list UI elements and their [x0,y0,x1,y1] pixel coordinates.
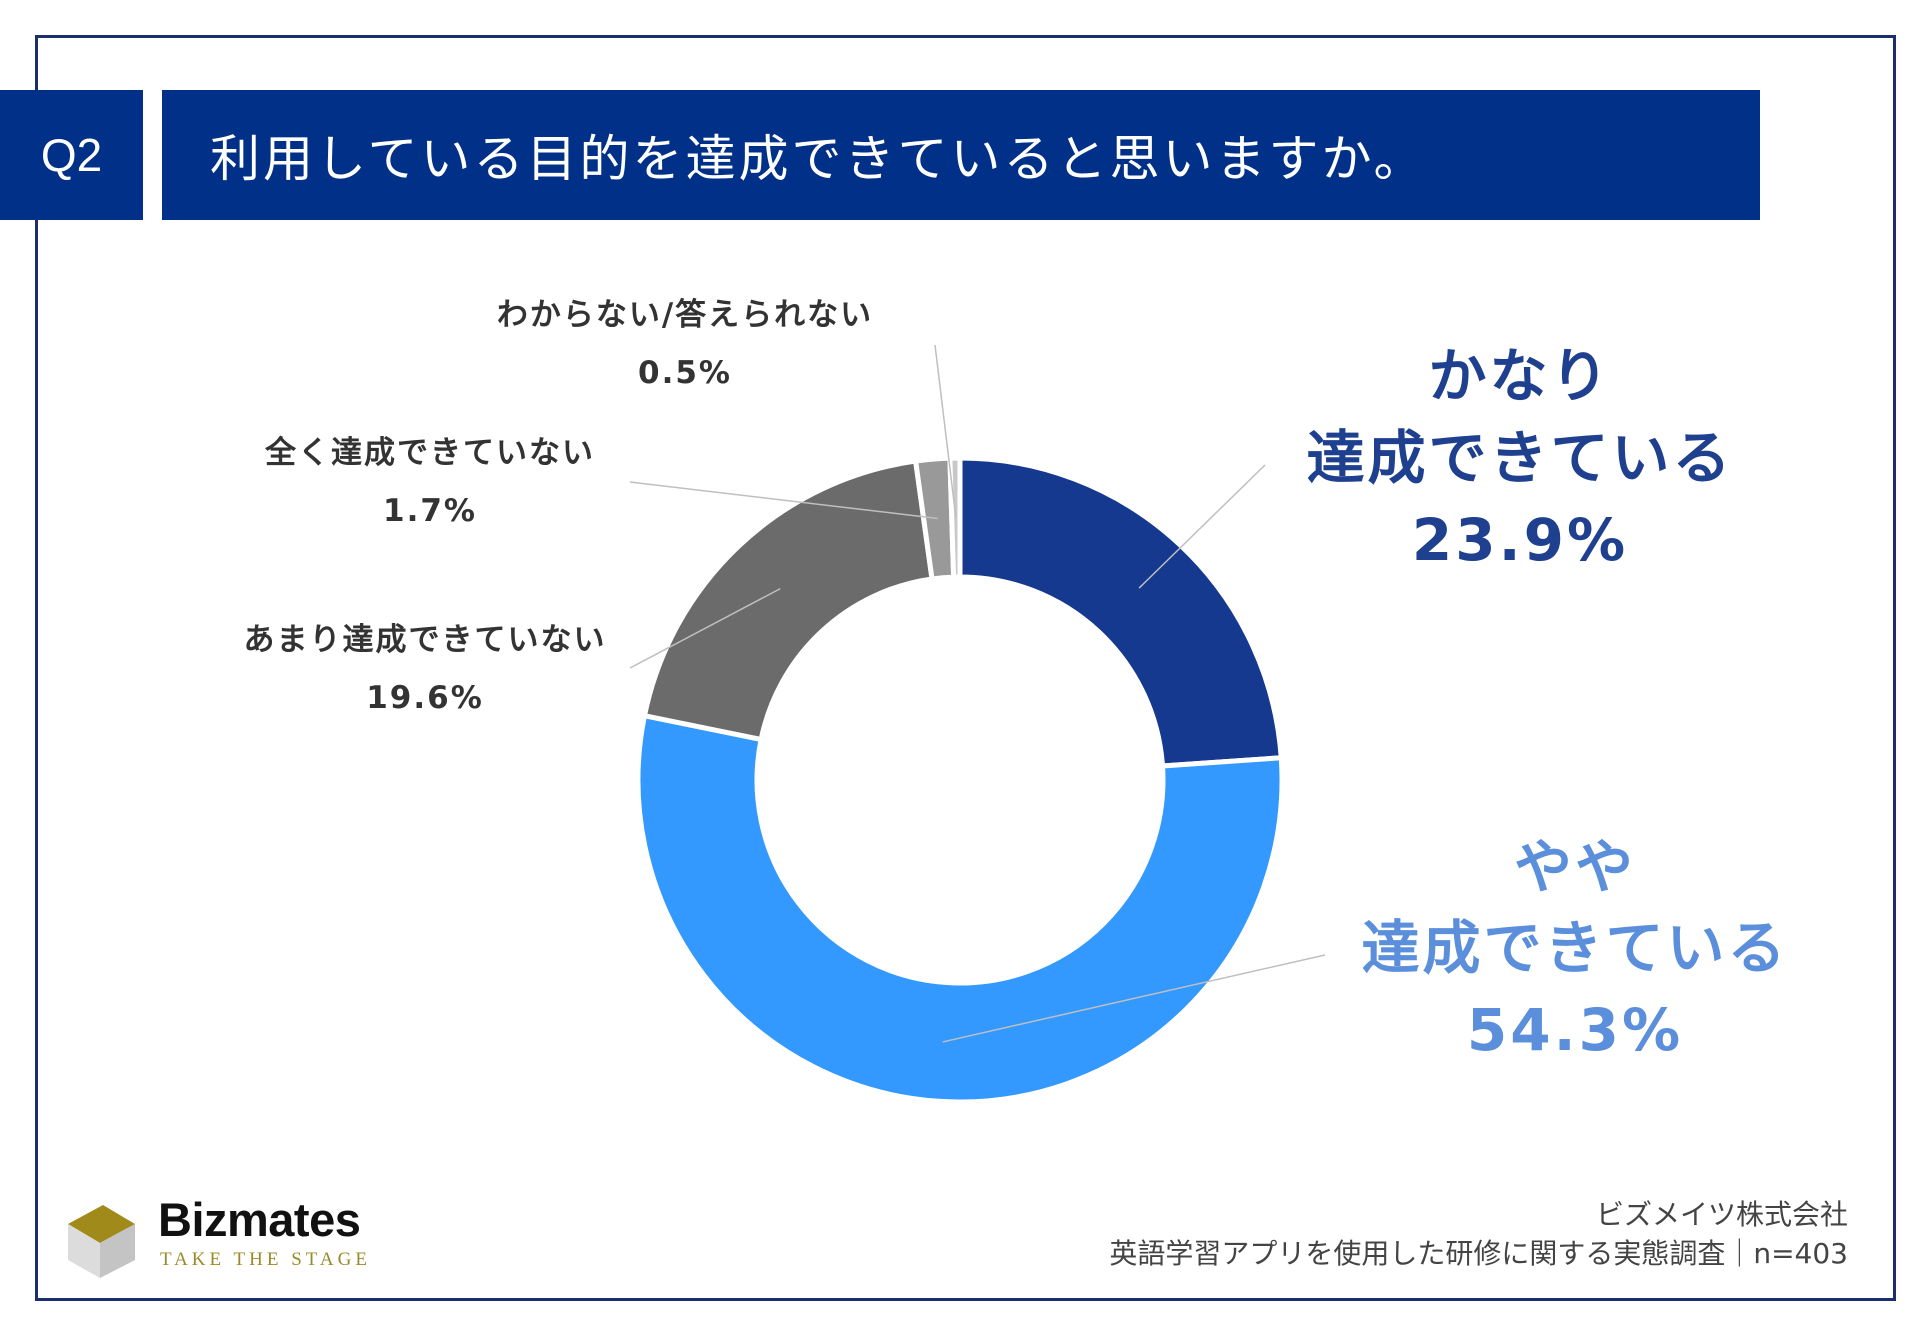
donut-slice-2 [641,458,935,743]
bizmates-logo-icon [68,1205,135,1278]
slice-label-value-0: 23.9% [1412,506,1628,574]
slice-label-name-4: わからない/答えられない [497,297,873,333]
slice-label-name-0-line-1: 達成できている [1306,424,1733,492]
slice-label-name-1-line-0: やや [1514,833,1636,901]
chart-frame [35,35,1896,1301]
slice-label-name-2: あまり達成できていない [244,622,607,658]
slice-label-value-1: 54.3% [1467,996,1683,1064]
leader-line-4 [934,344,957,518]
slice-label-value-4: 0.5% [638,355,732,391]
footer-company: ビズメイツ株式会社 [1595,1198,1848,1231]
leader-line-1 [942,954,1326,1043]
slice-label-value-2: 19.6% [366,680,484,716]
donut-slices [635,455,1285,1105]
question-title: 利用している目的を達成できていると思いますか。 [162,90,1760,220]
slice-label-name-3: 全く達成できていない [264,435,595,471]
donut-slice-1 [635,712,1285,1105]
slice-label-name-1-line-1: 達成できている [1361,914,1788,982]
footer-survey: 英語学習アプリを使用した研修に関する実態調査｜n=403 [1109,1237,1848,1270]
leader-line-0 [1138,464,1266,589]
leader-line-3 [629,481,938,520]
slice-label-name-0-line-0: かなり [1428,342,1611,410]
brand-name: Bizmates [158,1193,361,1246]
question-number: Q2 [0,90,143,220]
slice-label-value-3: 1.7% [383,493,477,529]
leader-line-2 [629,587,781,669]
donut-slice-0 [957,455,1284,769]
leader-lines [629,344,1326,1043]
brand-tagline: TAKE THE STAGE [160,1249,371,1270]
